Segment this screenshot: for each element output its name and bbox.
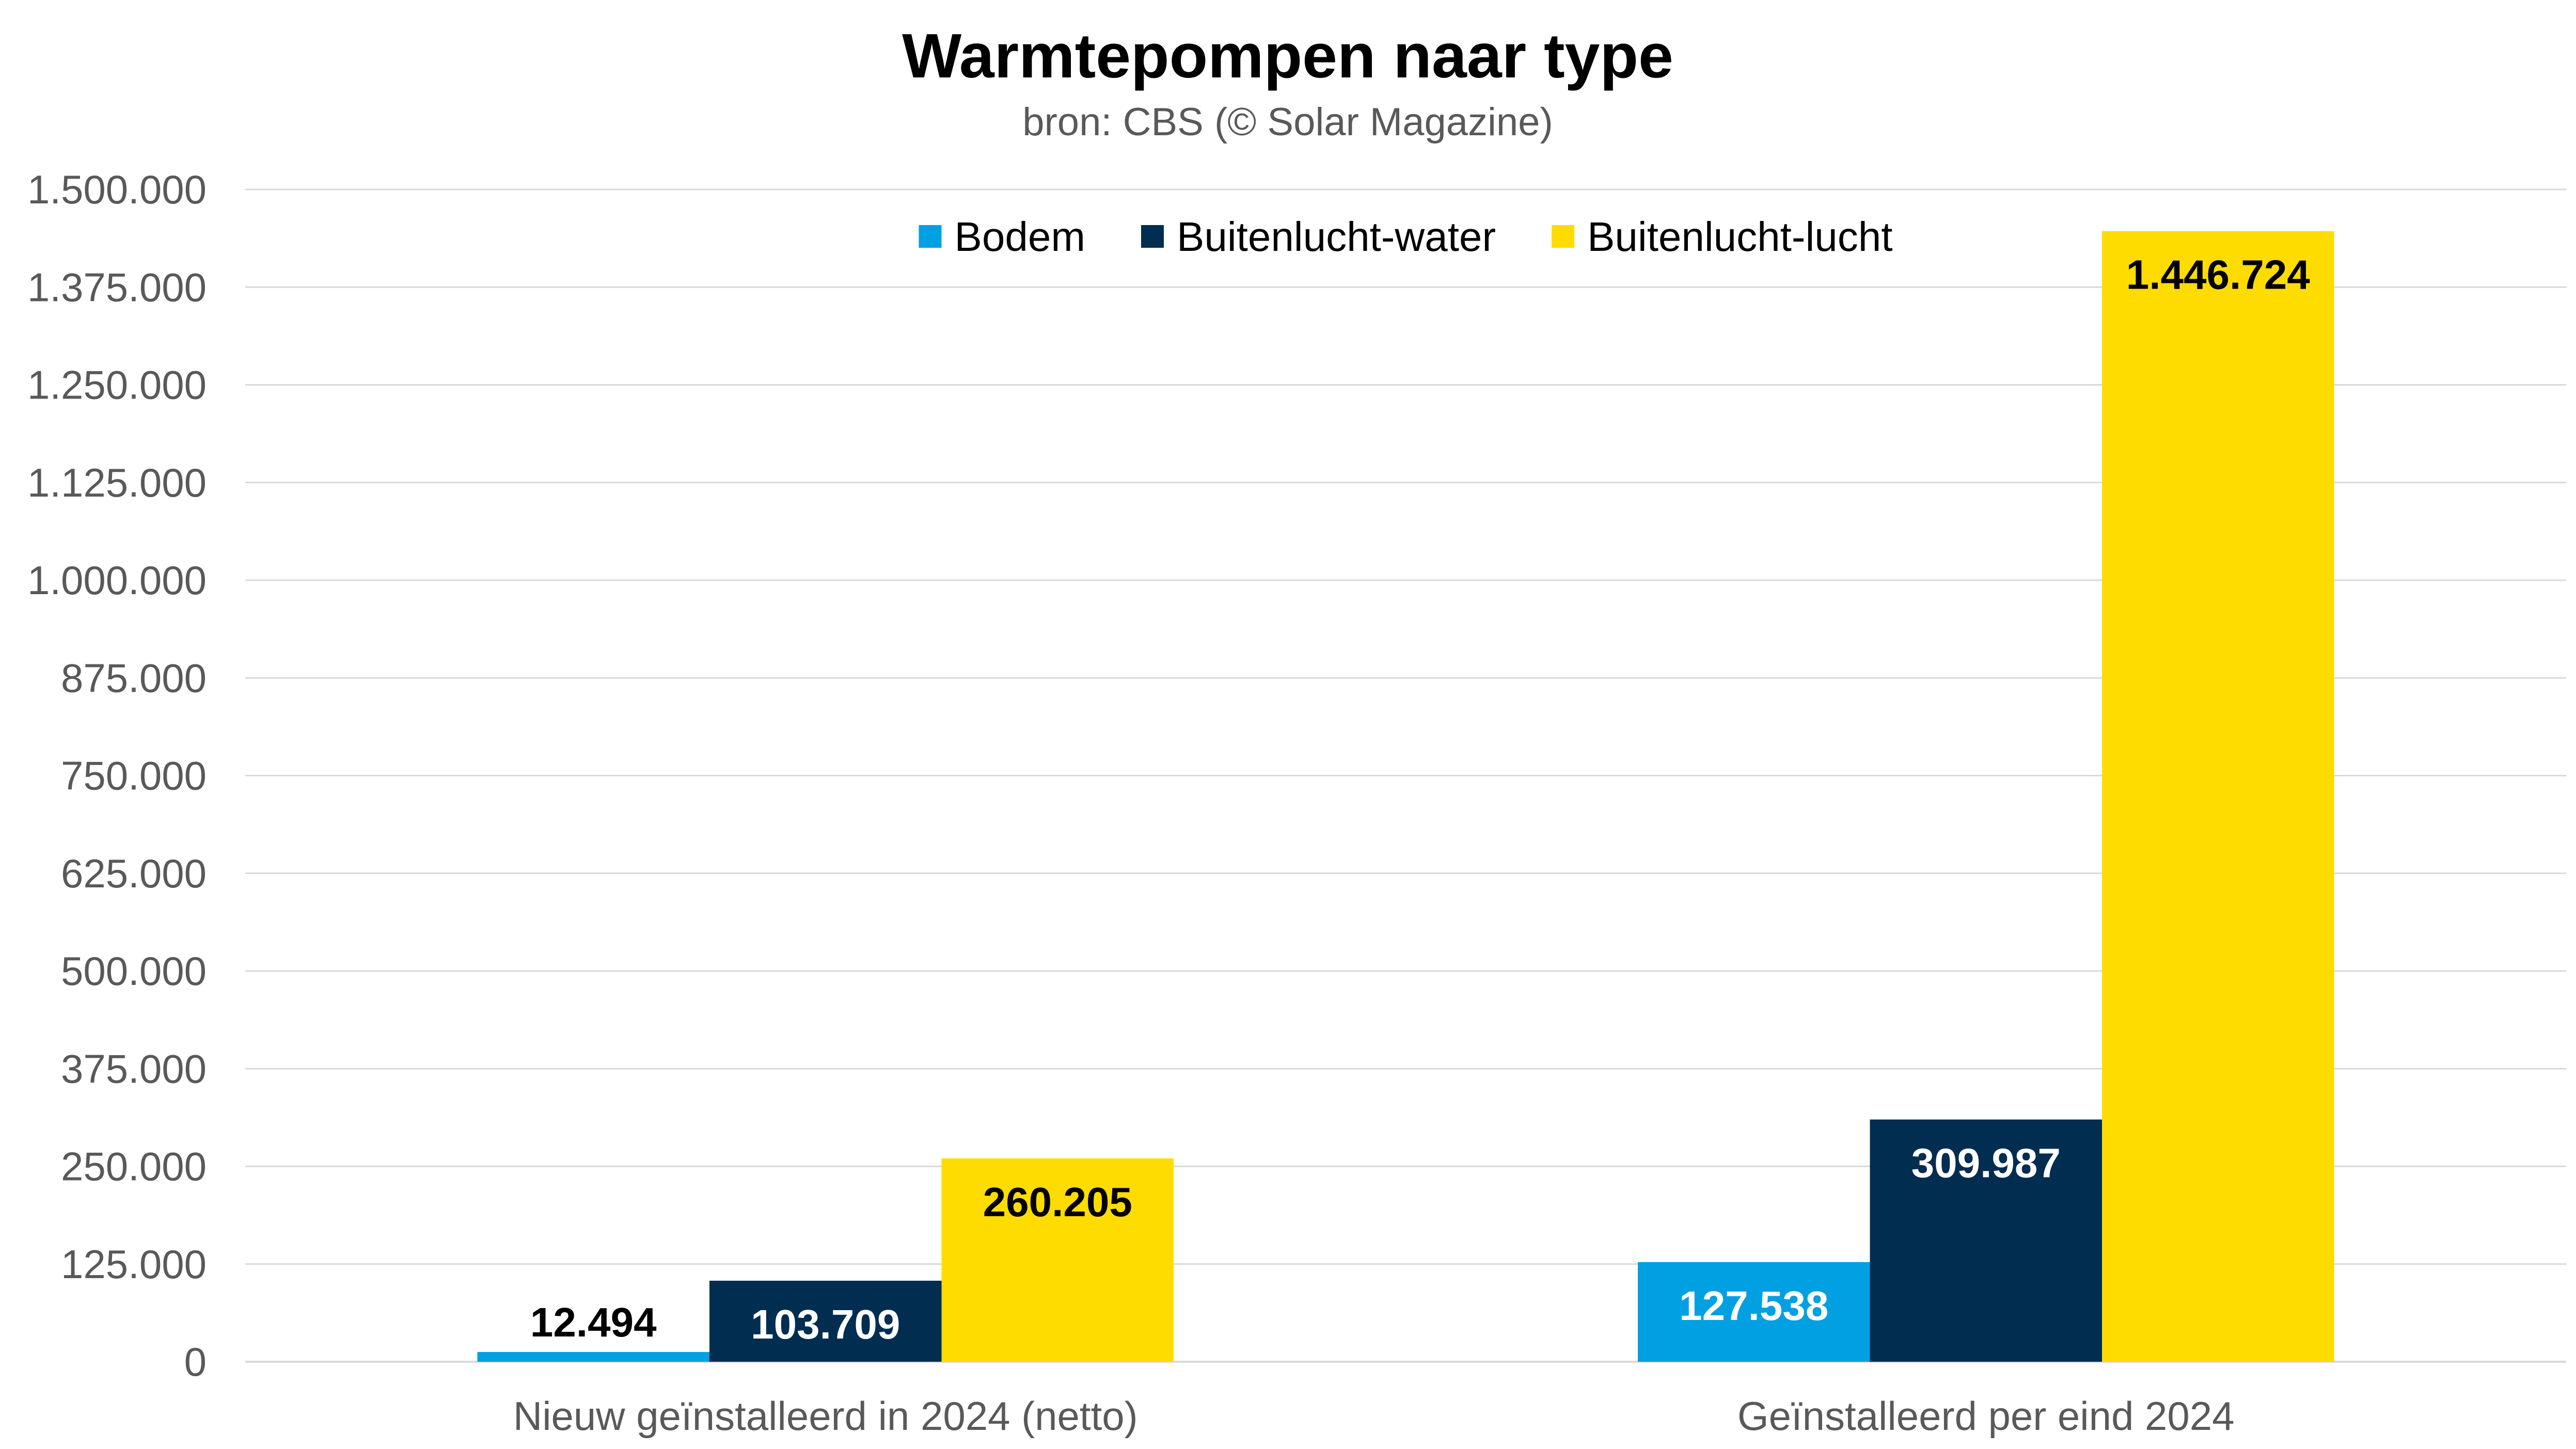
data-labels: 12.494 103.709 260.205 127.538 309.987 1.446.…	[530, 252, 2310, 1347]
y-tick-label: 125.000	[61, 1241, 207, 1287]
bar-buitenlucht-water-1	[1870, 1119, 2102, 1362]
x-tick-label: Geïnstalleerd per eind 2024	[1737, 1393, 2235, 1439]
x-axis-tick-labels: Nieuw geïnstalleerd in 2024 (netto) Geïns…	[513, 1393, 2235, 1439]
y-tick-label: 1.000.000	[27, 558, 207, 603]
bar-buitenlucht-lucht-1	[2102, 231, 2334, 1362]
legend-label: Bodem	[954, 214, 1085, 260]
y-tick-label: 750.000	[61, 753, 207, 799]
y-tick-label: 1.375.000	[27, 264, 207, 310]
y-tick-label: 250.000	[61, 1144, 207, 1189]
y-tick-label: 1.125.000	[27, 460, 207, 505]
y-tick-label: 875.000	[61, 655, 207, 700]
y-tick-label: 500.000	[61, 948, 207, 994]
y-axis-tick-labels: 0 125.000 250.000 375.000 500.000 625.000 750.…	[27, 167, 207, 1384]
y-tick-label: 0	[184, 1339, 207, 1384]
y-tick-label: 375.000	[61, 1046, 207, 1091]
legend-swatch	[1552, 225, 1575, 248]
bar-buitenlucht-water-0	[709, 1280, 942, 1362]
legend-item: Buitenlucht-lucht	[1552, 214, 1893, 260]
data-label: 12.494	[530, 1299, 657, 1345]
bar-bodem-0	[477, 1352, 709, 1362]
chart-title: Warmtepompen naar type	[902, 21, 1673, 91]
legend-label: Buitenlucht-water	[1177, 214, 1496, 260]
legend: Bodem Buitenlucht-water Buitenlucht-lucht	[919, 214, 1893, 260]
x-tick-label: Nieuw geïnstalleerd in 2024 (netto)	[513, 1393, 1138, 1439]
y-tick-label: 1.250.000	[27, 362, 207, 408]
data-label: 1.446.724	[2126, 252, 2310, 298]
legend-item: Bodem	[919, 214, 1085, 260]
legend-swatch	[919, 225, 942, 248]
y-tick-label: 625.000	[61, 851, 207, 896]
legend-item: Buitenlucht-water	[1141, 214, 1496, 260]
legend-label: Buitenlucht-lucht	[1587, 214, 1892, 260]
y-tick-label: 1.500.000	[27, 167, 207, 212]
bars	[477, 231, 2334, 1362]
bar-bodem-1	[1638, 1262, 1870, 1362]
chart-subtitle: bron: CBS (© Solar Magazine)	[1022, 100, 1553, 144]
data-label: 127.538	[1679, 1283, 1828, 1329]
data-label: 260.205	[983, 1179, 1132, 1225]
legend-swatch	[1141, 225, 1164, 248]
bar-buitenlucht-lucht-0	[941, 1158, 1174, 1362]
data-label: 309.987	[1911, 1140, 2061, 1186]
data-label: 103.709	[751, 1301, 900, 1347]
